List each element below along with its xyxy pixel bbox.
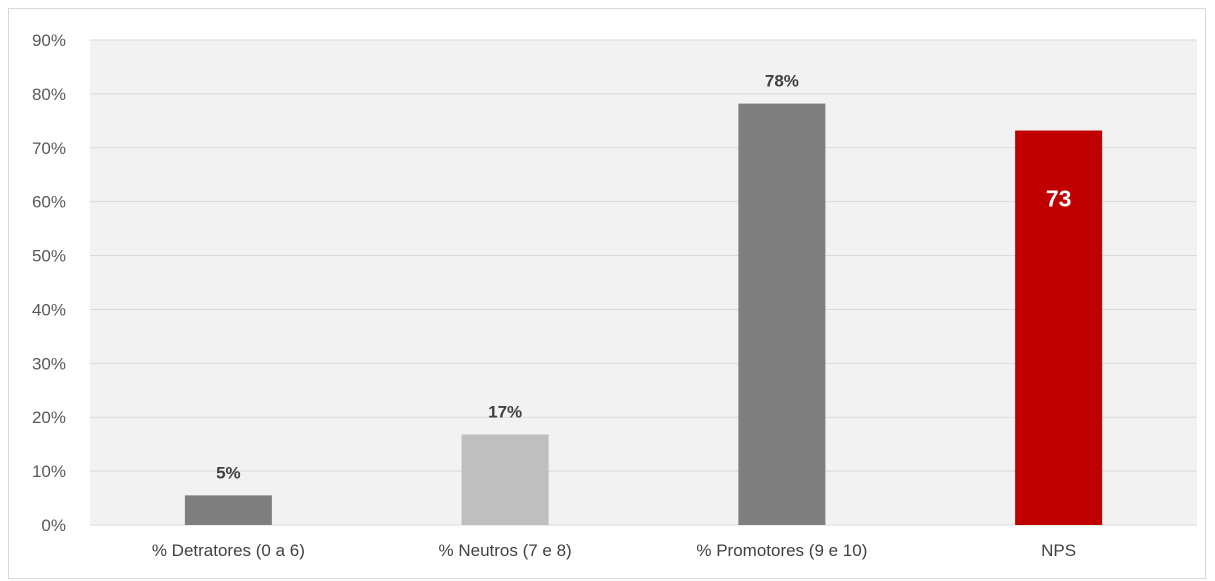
x-category-label: NPS xyxy=(1041,541,1076,560)
x-category-label: % Promotores (9 e 10) xyxy=(696,541,867,560)
data-label: 17% xyxy=(488,402,522,421)
data-label: 5% xyxy=(216,463,241,482)
plot-area xyxy=(90,40,1197,525)
y-tick-label: 20% xyxy=(32,408,66,427)
x-category-label: % Neutros (7 e 8) xyxy=(439,541,572,560)
y-tick-label: 70% xyxy=(32,139,66,158)
bar xyxy=(461,434,549,525)
bar xyxy=(738,103,826,525)
bar xyxy=(184,495,272,525)
y-tick-label: 0% xyxy=(41,516,66,535)
data-label: 73 xyxy=(1046,186,1072,212)
y-tick-label: 30% xyxy=(32,354,66,373)
data-label: 78% xyxy=(765,72,799,91)
bar xyxy=(1015,130,1103,526)
y-tick-label: 90% xyxy=(32,31,66,50)
y-tick-label: 40% xyxy=(32,300,66,319)
y-tick-label: 10% xyxy=(32,462,66,481)
y-tick-label: 60% xyxy=(32,193,66,212)
y-tick-label: 50% xyxy=(32,247,66,266)
y-tick-label: 80% xyxy=(32,85,66,104)
x-category-label: % Detratores (0 a 6) xyxy=(152,541,305,560)
